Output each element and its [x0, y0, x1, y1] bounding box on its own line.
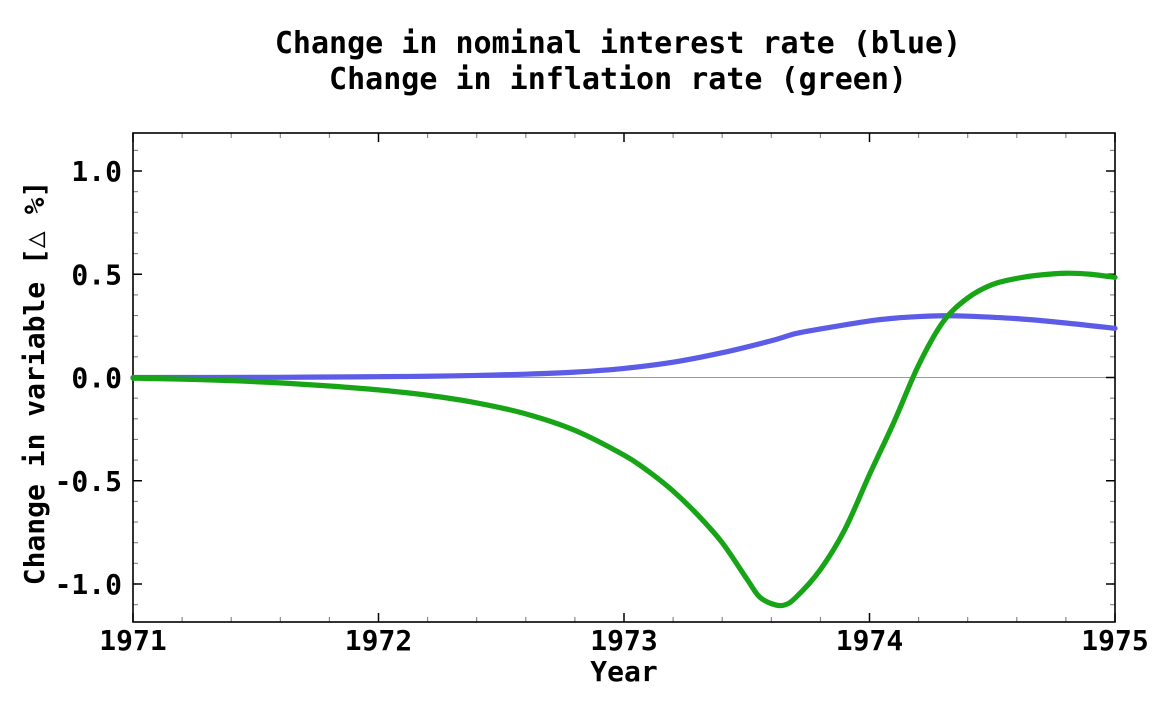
- y-tick-label: 0.0: [71, 362, 122, 395]
- series-line-inflation-rate: [130, 270, 1118, 609]
- x-tick-label: 1971: [99, 624, 166, 657]
- x-axis-label: Year: [590, 655, 657, 688]
- y-tick-label: -0.5: [55, 465, 122, 498]
- y-tick-label: 0.5: [71, 258, 122, 291]
- chart-title: Change in nominal interest rate (blue) C…: [42, 26, 1152, 98]
- x-tick-label: 1974: [836, 624, 903, 657]
- series-line-nominal-interest-rate: [130, 313, 1118, 381]
- chart-title-line1: Change in nominal interest rate (blue): [274, 26, 962, 61]
- y-tick-label: -1.0: [55, 568, 122, 601]
- y-axis-label: Change in variable [△ %]: [18, 181, 51, 586]
- x-tick-label: 1975: [1081, 624, 1148, 657]
- x-tick-label: 1973: [590, 624, 657, 657]
- y-tick-label: 1.0: [71, 155, 122, 188]
- chart-title-line2: Change in inflation rate (green): [329, 62, 907, 97]
- x-tick-label: 1972: [345, 624, 412, 657]
